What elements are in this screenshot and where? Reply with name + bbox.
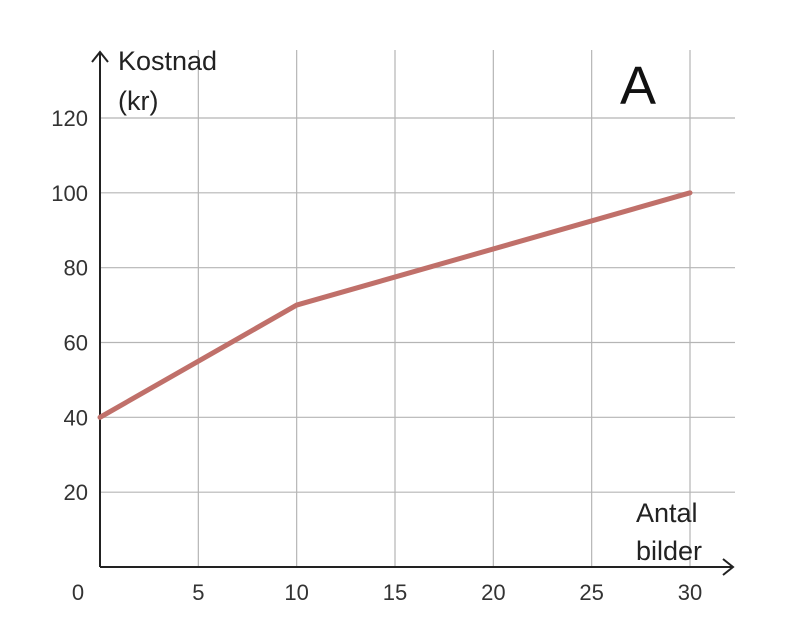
- series-group: [97, 190, 693, 420]
- x-tick-label: 15: [383, 580, 407, 605]
- x-tick-label: 5: [192, 580, 204, 605]
- x-tick-label: 20: [481, 580, 505, 605]
- x-axis-arrow-icon: [722, 558, 735, 576]
- panel-label: A: [620, 56, 656, 116]
- grid: [100, 50, 735, 567]
- x-tick-label: 25: [579, 580, 603, 605]
- tick-labels: 0 5 10 15 20 25 30 20 40 60 80 100 120: [51, 106, 702, 605]
- axes: [91, 50, 735, 576]
- y-axis-label-line-1: Kostnad: [118, 46, 217, 76]
- y-axis-arrow-icon: [91, 50, 109, 63]
- y-axis-label-line-2: (kr): [118, 86, 158, 116]
- x-axis-label-line-2: bilder: [636, 536, 702, 566]
- y-tick-label: 20: [64, 480, 88, 505]
- y-tick-label: 40: [64, 405, 88, 430]
- x-axis-label-line-1: Antal: [636, 498, 698, 528]
- x-tick-label: 0: [72, 580, 84, 605]
- y-tick-label: 80: [64, 256, 88, 281]
- y-tick-label: 120: [51, 106, 88, 131]
- x-tick-label: 30: [678, 580, 702, 605]
- y-tick-label: 60: [64, 331, 88, 356]
- series-line: [97, 190, 693, 420]
- y-tick-label: 100: [51, 181, 88, 206]
- x-tick-label: 10: [284, 580, 308, 605]
